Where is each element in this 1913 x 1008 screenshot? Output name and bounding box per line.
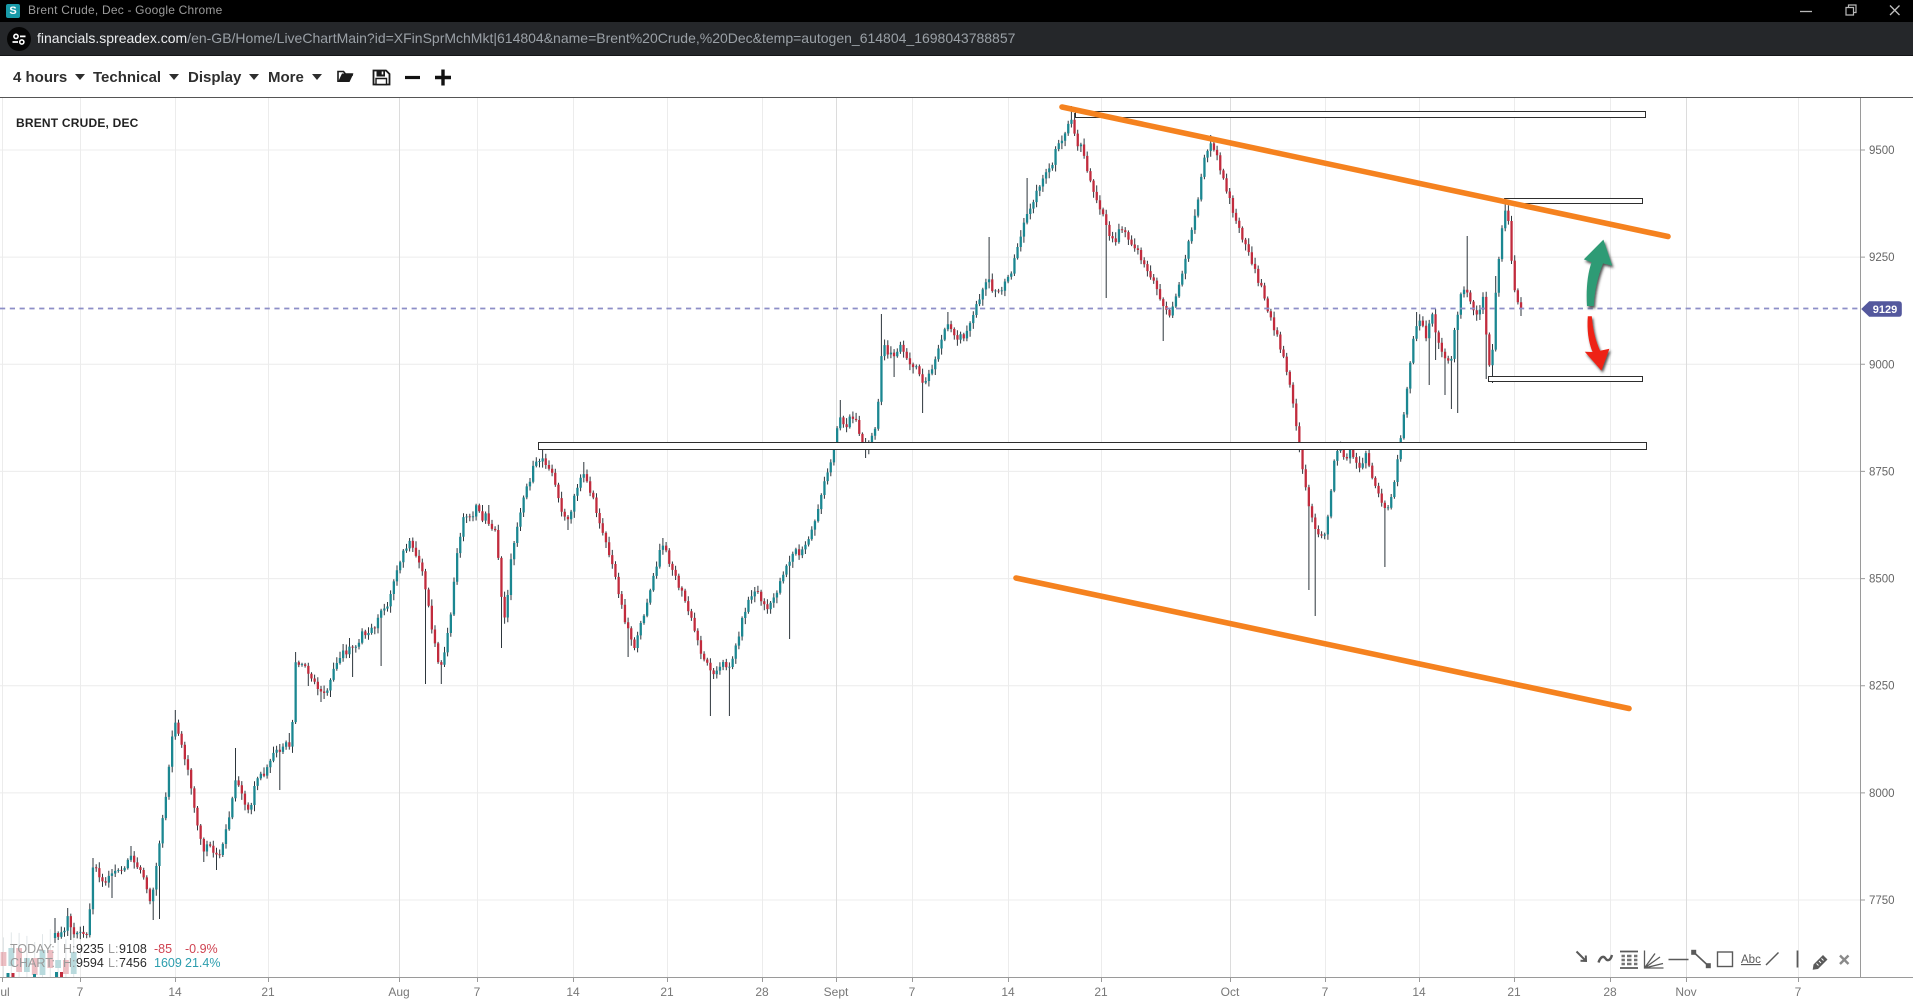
svg-text:7: 7 [909, 985, 916, 999]
svg-text:14: 14 [566, 985, 580, 999]
svg-text:9108: 9108 [119, 942, 147, 956]
svg-text:7: 7 [1795, 985, 1802, 999]
svg-text:BRENT CRUDE, DEC: BRENT CRUDE, DEC [16, 116, 139, 130]
svg-text:21: 21 [1507, 985, 1521, 999]
svg-text:21: 21 [660, 985, 674, 999]
svg-text:14: 14 [1001, 985, 1015, 999]
svg-text:7: 7 [1322, 985, 1329, 999]
svg-text:H:: H: [63, 956, 76, 970]
svg-text:8500: 8500 [1869, 574, 1895, 586]
svg-text:-0.9%: -0.9% [185, 942, 218, 956]
svg-text:21: 21 [1094, 985, 1108, 999]
svg-text:9235: 9235 [76, 942, 104, 956]
svg-text:CHART:: CHART: [10, 956, 55, 970]
svg-text:L:: L: [108, 956, 118, 970]
svg-text:Oct: Oct [1221, 985, 1240, 999]
svg-text:7750: 7750 [1869, 895, 1895, 907]
svg-text:14: 14 [168, 985, 182, 999]
svg-text:Sept: Sept [824, 985, 849, 999]
svg-text:28: 28 [755, 985, 769, 999]
svg-text:L:: L: [108, 942, 118, 956]
svg-text:Nov: Nov [1675, 985, 1696, 999]
svg-text:8250: 8250 [1869, 681, 1895, 693]
svg-text:TODAY:: TODAY: [10, 942, 55, 956]
svg-text:-85: -85 [154, 942, 172, 956]
svg-text:9129: 9129 [1873, 304, 1897, 316]
svg-text:9250: 9250 [1869, 252, 1895, 264]
svg-text:9594: 9594 [76, 956, 104, 970]
svg-text:21.4%: 21.4% [185, 956, 220, 970]
svg-text:9000: 9000 [1869, 359, 1895, 371]
svg-text:1609: 1609 [154, 956, 182, 970]
svg-text:7: 7 [77, 985, 84, 999]
svg-text:H:: H: [63, 942, 76, 956]
svg-text:14: 14 [1412, 985, 1426, 999]
svg-text:7: 7 [474, 985, 481, 999]
svg-text:28: 28 [1603, 985, 1617, 999]
svg-text:Jul: Jul [0, 985, 10, 999]
svg-text:8000: 8000 [1869, 788, 1895, 800]
svg-text:9500: 9500 [1869, 145, 1895, 157]
svg-text:7456: 7456 [119, 956, 147, 970]
svg-text:Abc: Abc [1741, 954, 1761, 966]
svg-text:Aug: Aug [388, 985, 409, 999]
svg-text:21: 21 [261, 985, 275, 999]
svg-text:8750: 8750 [1869, 466, 1895, 478]
